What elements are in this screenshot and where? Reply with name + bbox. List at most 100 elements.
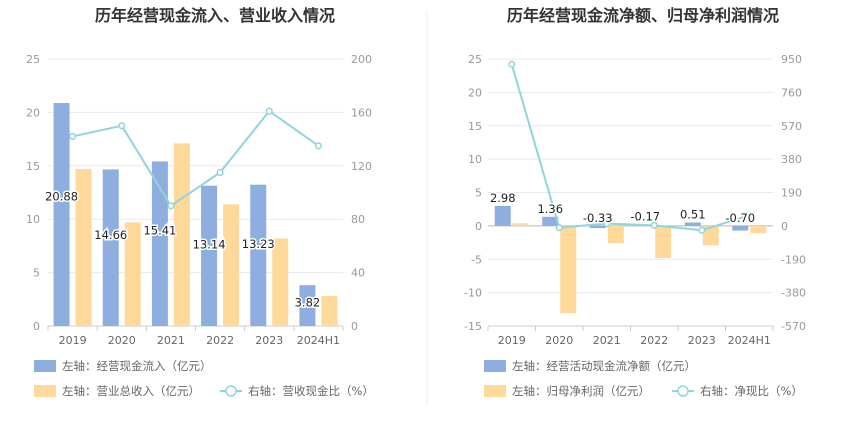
y-right-tick-label: 40 [351, 267, 365, 280]
x-tick-label: 2020 [545, 334, 573, 347]
x-tick-label: 2019 [498, 334, 526, 347]
y-right-tick-label: 950 [781, 53, 802, 66]
bar-secondary [321, 296, 338, 326]
ratio-point [508, 60, 516, 68]
bar-secondary [75, 169, 92, 326]
y-right-tick-label: 760 [781, 86, 802, 99]
bar-value-label: 0.51 [680, 207, 706, 221]
ratio-point [167, 202, 175, 210]
legend-label: 左轴：经营现金流入（亿元） [62, 359, 212, 373]
x-tick-label: 2020 [108, 334, 136, 347]
ratio-point [69, 132, 77, 140]
legend-label: 左轴：营业总收入（亿元） [62, 384, 200, 398]
bar-primary [53, 103, 70, 326]
x-tick-label: 2022 [640, 334, 668, 347]
y-right-tick-label: 0 [781, 220, 788, 233]
y-right-tick-label: 570 [781, 120, 802, 133]
x-tick-label: 2023 [688, 334, 716, 347]
bar-value-label: -0.17 [630, 210, 660, 224]
y-left-tick-label: 10 [26, 213, 40, 226]
bar-primary [151, 161, 168, 326]
y-left-tick-label: 25 [26, 53, 40, 66]
y-left-tick-label: 20 [468, 86, 482, 99]
x-tick-label: 2021 [157, 334, 185, 347]
y-right-tick-label: 190 [781, 187, 802, 200]
x-tick-label: 2021 [593, 334, 621, 347]
y-left-tick-label: 20 [26, 106, 40, 119]
x-tick-label: 2019 [59, 334, 87, 347]
legend-swatch [484, 360, 506, 372]
ratio-point [555, 224, 563, 232]
y-left-tick-label: 25 [468, 53, 482, 66]
y-right-tick-label: -380 [781, 287, 806, 300]
bar-primary [201, 185, 218, 326]
bar-value-label: 15.41 [143, 224, 176, 238]
bar-primary [494, 205, 511, 226]
legend-label: 右轴：净现比（%） [700, 384, 803, 398]
y-left-tick-label: 5 [475, 187, 482, 200]
legend-label: 左轴：归母净利润（亿元） [512, 384, 650, 398]
y-left-tick-label: 15 [468, 120, 482, 133]
bar-value-label: 3.82 [295, 295, 321, 309]
y-right-tick-label: 380 [781, 153, 802, 166]
bar-secondary [560, 225, 577, 314]
y-right-tick-label: 120 [351, 160, 372, 173]
y-left-tick-label: 0 [33, 320, 40, 333]
bar-primary [299, 285, 316, 326]
legend-label: 右轴：营收现金比（%） [248, 384, 374, 398]
bar-secondary [272, 238, 289, 326]
y-right-tick-label: 80 [351, 213, 365, 226]
ratio-point [745, 211, 753, 219]
bar-primary [732, 225, 749, 231]
ratio-point [698, 226, 706, 234]
chart-netcash-profit: 历年经营现金流净额、归母净利润情况 -15 -10 -5 0 5 10 15 20 25 -570… [464, 6, 806, 398]
chart-cashflow-revenue: 历年经营现金流入、营业收入情况 0 5 10 15 20 25 0 40 80 120 160 200… [26, 6, 374, 398]
bar-secondary [173, 143, 190, 326]
x-tick-label: 2023 [255, 334, 283, 347]
y-left-tick-label: -15 [464, 320, 482, 333]
bar-value-label: 20.88 [45, 190, 78, 204]
y-right-tick-label: 160 [351, 106, 372, 119]
x-tick-label: 2024H1 [728, 334, 771, 347]
bar-value-label: 13.23 [242, 237, 275, 251]
y-right-tick-label: 200 [351, 53, 372, 66]
ratio-line [510, 63, 750, 232]
legend-label: 左轴：经营活动现金流净额（亿元） [512, 359, 696, 373]
bar-value-label: -0.70 [725, 211, 755, 225]
y-right-tick-label: 0 [351, 320, 358, 333]
legend-swatch-marker [677, 385, 689, 397]
bar-secondary [124, 222, 141, 326]
bar-primary [684, 222, 701, 226]
y-right-tick-label: -190 [781, 253, 806, 266]
legend-swatch [34, 360, 56, 372]
legend-swatch [34, 385, 56, 397]
y-left-tick-label: -10 [464, 287, 482, 300]
y-left-tick-label: 5 [33, 267, 40, 280]
bar-secondary [223, 204, 240, 326]
bar-primary [589, 225, 606, 229]
bar-value-label: -0.33 [583, 211, 613, 225]
ratio-point [118, 122, 126, 130]
legend-swatch [484, 385, 506, 397]
bar-primary [250, 184, 267, 326]
y-left-tick-label: 10 [468, 153, 482, 166]
bar-secondary [750, 225, 767, 234]
bar-secondary [655, 225, 672, 258]
ratio-point [265, 107, 273, 115]
bar-secondary [702, 225, 719, 246]
bar-value-label: 14.66 [94, 228, 127, 242]
bar-value-label: 13.14 [193, 238, 226, 252]
ratio-point [650, 221, 658, 229]
ratio-point [314, 142, 322, 150]
chart-title: 历年经营现金流入、营业收入情况 [95, 6, 335, 25]
ratio-point [603, 220, 611, 228]
bar-value-label: 2.98 [490, 191, 516, 205]
ratio-line [72, 109, 319, 208]
y-left-tick-label: -5 [471, 253, 482, 266]
legend-swatch-marker [225, 385, 237, 397]
bar-primary [542, 216, 559, 226]
ratio-point [216, 168, 224, 177]
y-right-tick-label: -570 [781, 320, 806, 333]
bar-secondary [512, 223, 529, 226]
